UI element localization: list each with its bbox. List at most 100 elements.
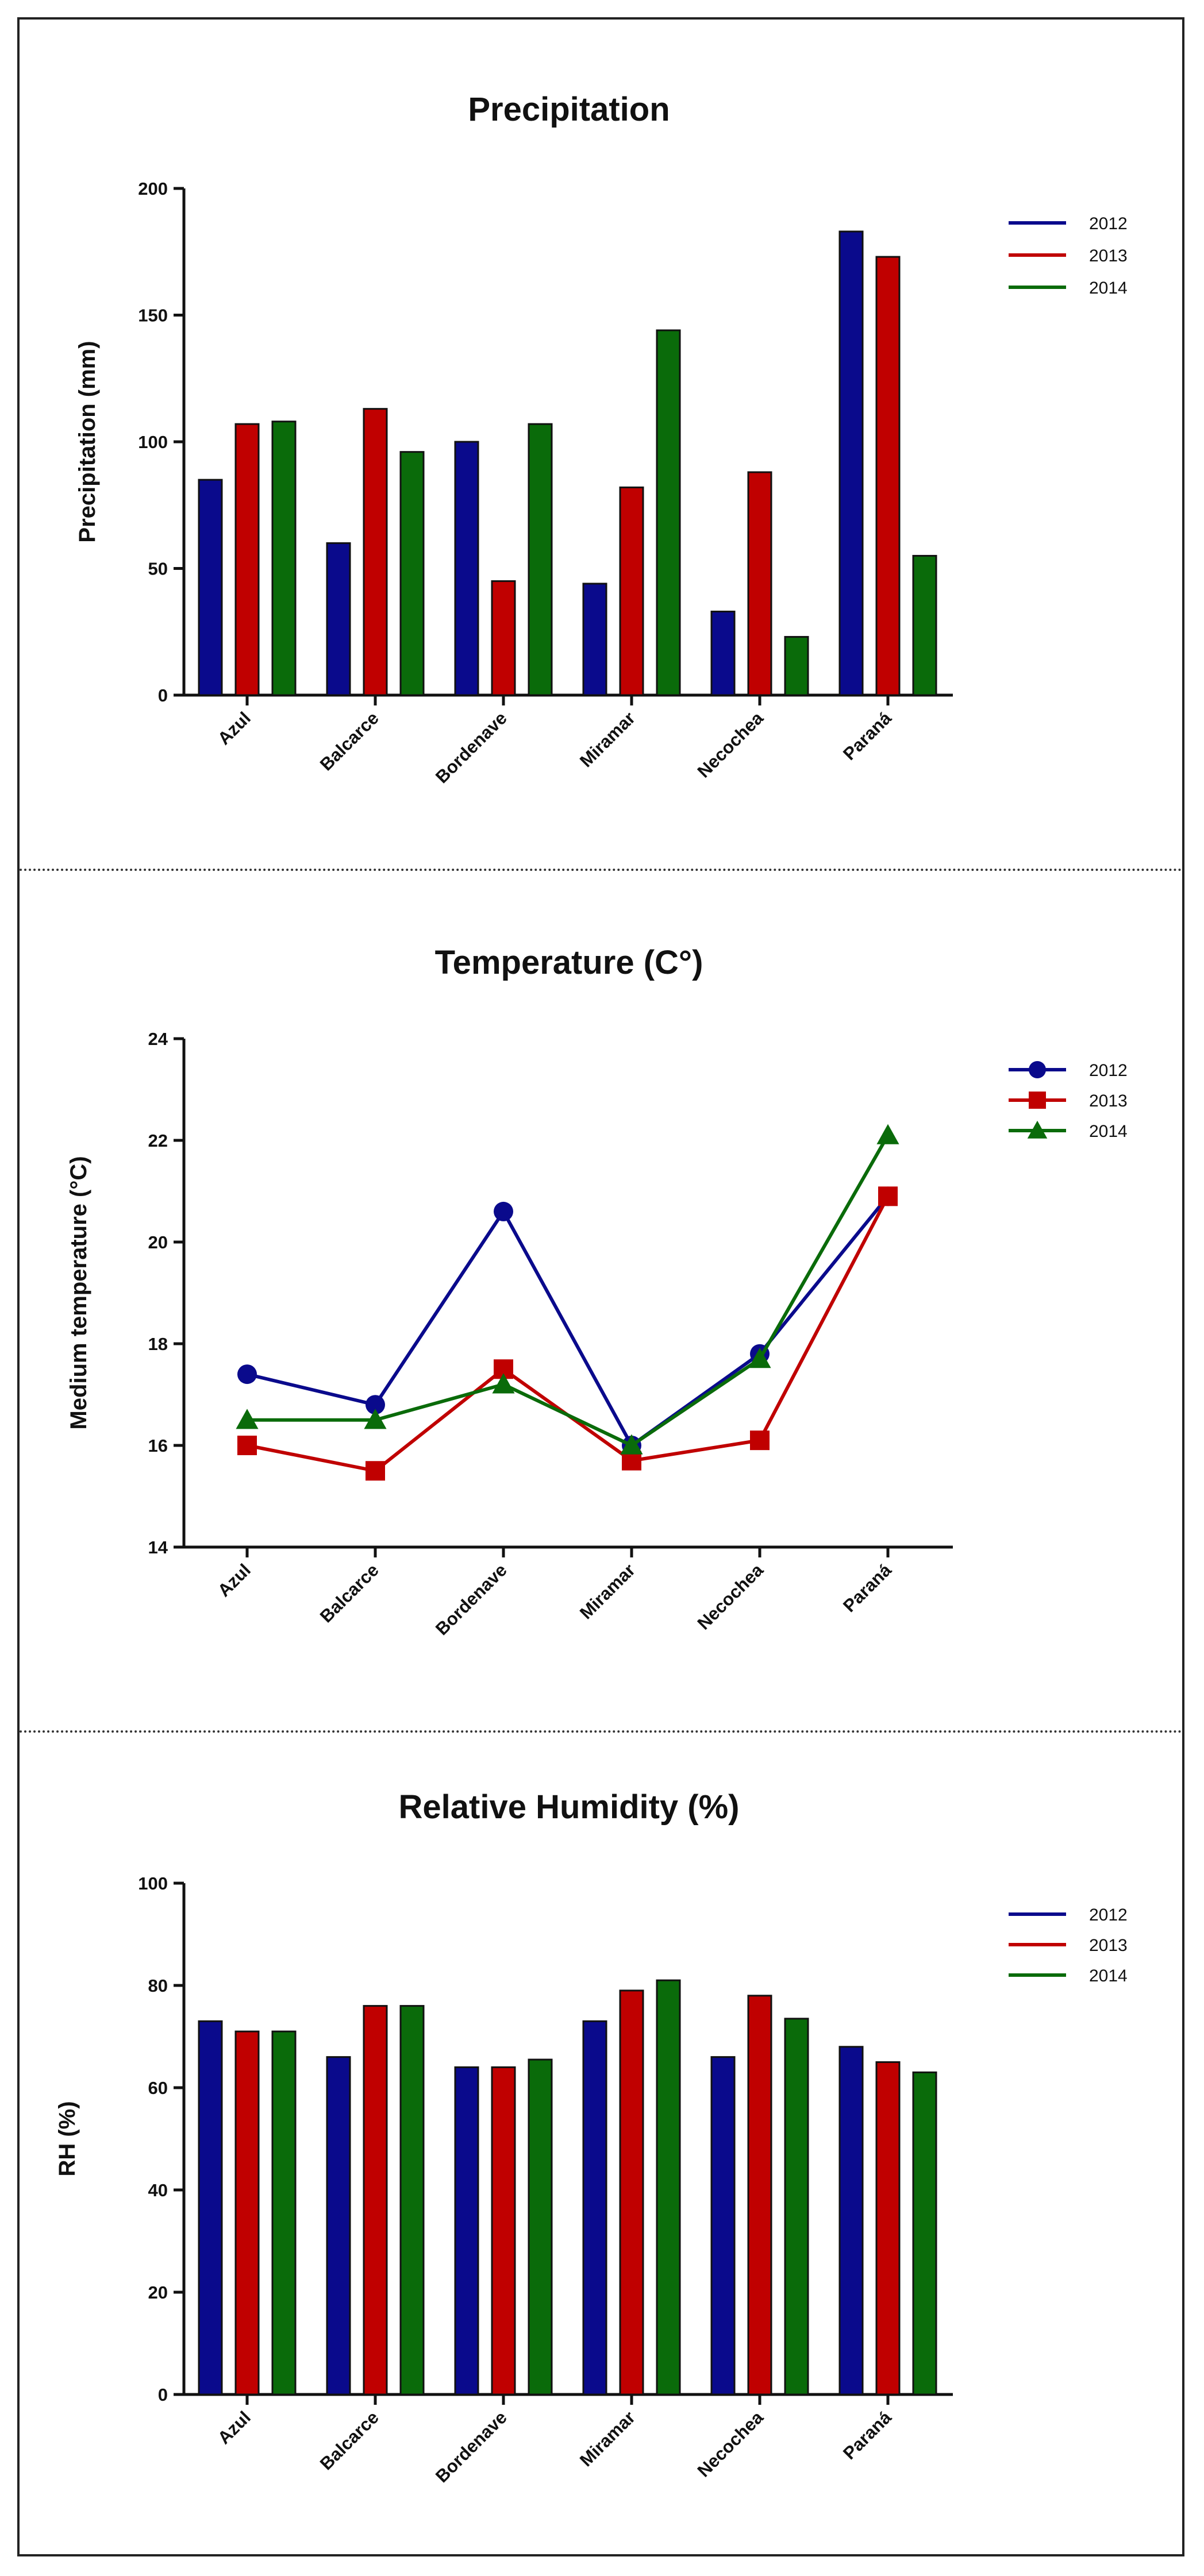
bar-2014-Miramar [656, 1979, 681, 2396]
y-tick-label: 80 [148, 1976, 168, 1996]
bar-2012-Balcarce [326, 542, 351, 696]
y-tick-label: 40 [148, 2180, 168, 2200]
legend-label-2014: 2014 [1089, 1966, 1128, 1985]
bar-2012-Bordenave [454, 2066, 479, 2396]
point-2013-Necochea [750, 1430, 770, 1451]
legend-label-2012: 2012 [1089, 1061, 1128, 1080]
point-2014-Miramar [620, 1434, 643, 1455]
x-tick-label: Miramar [576, 2407, 639, 2470]
line-series-2012 [247, 1195, 890, 1448]
bar-2013-Balcarce [363, 2005, 388, 2396]
y-tick-label: 20 [148, 1232, 168, 1252]
y-tick-label: 100 [138, 1873, 168, 1894]
y-tick-label: 16 [148, 1436, 168, 1456]
y-tick-label: 24 [148, 1029, 168, 1049]
y-axis-label: Precipitation (mm) [75, 341, 100, 542]
point-2014-Azul [236, 1409, 259, 1429]
bar-2012-Balcarce [326, 2056, 351, 2396]
y-axis-label: RH (%) [55, 2101, 80, 2176]
point-2014-Paraná [876, 1124, 899, 1144]
legend-label-2014: 2014 [1089, 279, 1128, 298]
legend-marker-2014 [1027, 1120, 1048, 1139]
y-tick-label: 18 [148, 1334, 168, 1354]
bar-2014-Balcarce [399, 451, 425, 696]
y-tick-label: 100 [138, 432, 168, 452]
legend-marker-2012 [1029, 1061, 1046, 1078]
chart-panel-2: Temperature (C°) Medium temperature (°C) 1… [66, 944, 1128, 1639]
x-tick-label: Necochea [694, 708, 768, 782]
bar-2013-Paraná [875, 2061, 901, 2396]
point-2014-Necochea [748, 1348, 771, 1368]
line-series-2013 [247, 1195, 890, 1473]
x-tick-label: Necochea [694, 1560, 768, 1634]
bar-2012-Miramar [582, 583, 607, 696]
legend-label-2013: 2013 [1089, 1092, 1128, 1110]
bar-2012-Bordenave [454, 441, 479, 696]
y-tick-label: 60 [148, 2078, 168, 2098]
y-tick-label: 150 [138, 306, 168, 326]
y-tick-label: 22 [148, 1131, 168, 1151]
point-2012-Balcarce [366, 1395, 385, 1415]
bar-2012-Azul [198, 479, 223, 696]
point-2012-Bordenave [494, 1201, 513, 1221]
legend-marker-2013 [1029, 1092, 1046, 1109]
point-2013-Balcarce [366, 1461, 385, 1481]
y-tick-label: 50 [148, 559, 168, 579]
line-series-2014 [247, 1134, 890, 1448]
bar-2014-Azul [271, 2030, 297, 2396]
x-tick-label: Paraná [839, 1560, 895, 1616]
x-tick-label: Miramar [576, 708, 639, 771]
bar-2013-Balcarce [363, 408, 388, 696]
x-tick-label: Paraná [839, 708, 895, 764]
point-2012-Azul [237, 1364, 257, 1385]
y-tick-label: 14 [148, 1537, 168, 1557]
chart-title: Precipitation [468, 91, 670, 128]
x-tick-label: Azul [214, 708, 255, 749]
y-tick-label: 200 [138, 179, 168, 199]
legend-label-2014: 2014 [1089, 1122, 1128, 1141]
panel-divider-2 [20, 1730, 1182, 1733]
bar-2012-Azul [198, 2020, 223, 2396]
bar-2012-Necochea [710, 610, 736, 696]
point-2013-Azul [237, 1436, 257, 1455]
x-tick-label: Bordenave [432, 2407, 511, 2486]
x-tick-label: Miramar [576, 1560, 639, 1623]
chart-title: Relative Humidity (%) [399, 1788, 740, 1826]
bar-2014-Bordenave [528, 423, 553, 696]
chart-title: Temperature (C°) [435, 944, 703, 981]
bar-2012-Miramar [582, 2020, 607, 2396]
legend-label-2012: 2012 [1089, 1906, 1128, 1925]
bar-2012-Paraná [838, 230, 864, 696]
bar-2014-Necochea [784, 2018, 809, 2396]
bar-2013-Necochea [747, 471, 772, 696]
x-tick-label: Paraná [839, 2407, 895, 2463]
bar-2014-Paraná [912, 2071, 937, 2396]
bar-2014-Balcarce [399, 2005, 425, 2396]
bar-2013-Paraná [875, 256, 901, 696]
bar-2013-Bordenave [491, 580, 516, 696]
chart-panel-1: Precipitation Precipitation (mm) 0 50 100 150… [75, 91, 1128, 787]
point-2013-Paraná [878, 1186, 898, 1206]
figure-frame [17, 17, 1184, 2556]
legend-label-2012: 2012 [1089, 214, 1128, 233]
bar-2013-Bordenave [491, 2066, 516, 2396]
y-tick-label: 0 [158, 685, 168, 705]
bar-2013-Necochea [747, 1995, 772, 2396]
x-tick-label: Balcarce [316, 708, 383, 774]
x-tick-label: Bordenave [432, 708, 511, 787]
x-tick-label: Balcarce [316, 2407, 383, 2474]
y-axis-label: Medium temperature (°C) [66, 1156, 91, 1429]
bar-2014-Miramar [656, 329, 681, 696]
point-2014-Balcarce [364, 1409, 387, 1429]
x-tick-label: Bordenave [432, 1560, 511, 1639]
bar-2013-Miramar [619, 1989, 644, 2396]
bar-2012-Paraná [838, 2046, 864, 2396]
x-tick-label: Necochea [694, 2407, 768, 2481]
y-tick-label: 20 [148, 2282, 168, 2303]
x-tick-label: Balcarce [316, 1560, 383, 1626]
bar-2014-Paraná [912, 554, 937, 696]
x-tick-label: Azul [214, 2407, 255, 2448]
bar-2014-Necochea [784, 636, 809, 696]
bar-2014-Azul [271, 421, 297, 696]
